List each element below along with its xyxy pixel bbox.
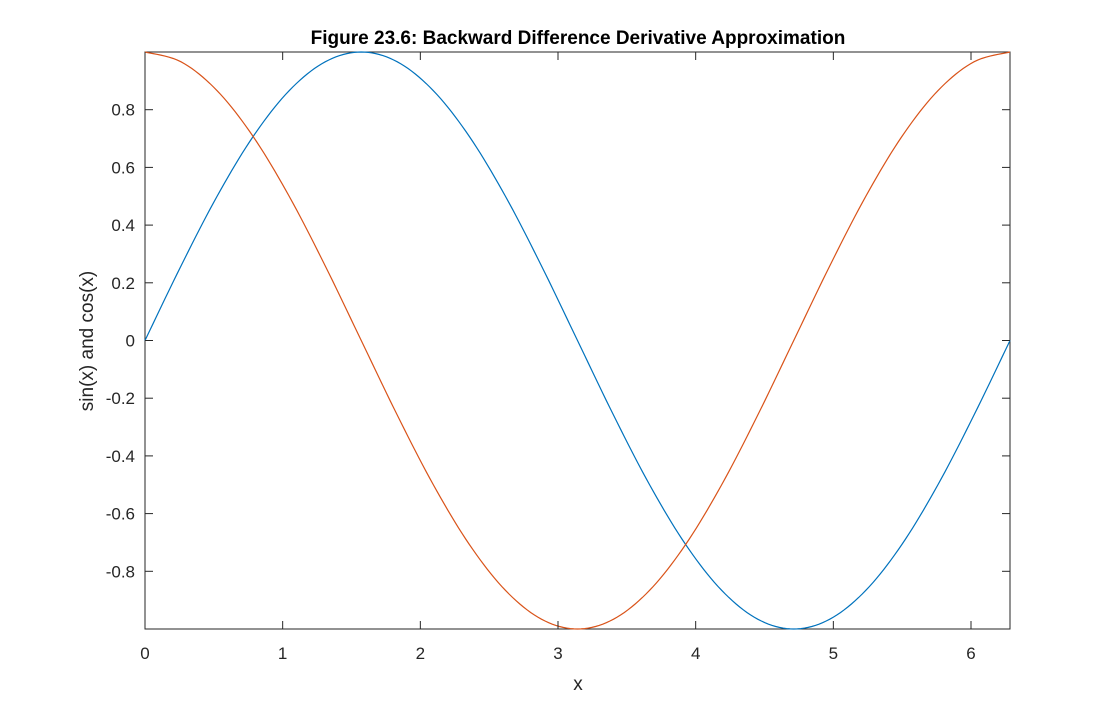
y-tick-label: 0.2: [111, 274, 135, 293]
series-line-1: [144, 51, 1011, 630]
x-tick-label: 5: [829, 644, 838, 663]
y-tick-label: 0: [126, 332, 135, 351]
x-tick-label: 3: [553, 644, 562, 663]
chart-title: Figure 23.6: Backward Difference Derivat…: [311, 28, 846, 49]
x-axis-label: x: [573, 674, 583, 695]
y-tick-label: -0.4: [106, 447, 135, 466]
x-tick-label: 1: [278, 644, 287, 663]
x-tick-label: 6: [966, 644, 975, 663]
y-tick-label: -0.2: [106, 389, 135, 408]
x-tick-label: 2: [416, 644, 425, 663]
series-layer: [144, 51, 1011, 630]
y-tick-label: 0.8: [111, 101, 135, 120]
y-tick-label: -0.8: [106, 562, 135, 581]
y-tick-label: 0.4: [111, 216, 135, 235]
y-axis-label: sin(x) and cos(x): [77, 271, 98, 411]
x-tick-label: 0: [140, 644, 149, 663]
tick-layer: 0 1 2 3 4 5 6 -0.8 -0.6 -0.4 -0.2 0 0.2 0.4 0.6 0.8: [106, 52, 1010, 663]
series-line-2: [144, 51, 1011, 630]
y-tick-label: 0.6: [111, 158, 135, 177]
y-tick-label: -0.6: [106, 505, 135, 524]
x-tick-label: 4: [691, 644, 700, 663]
